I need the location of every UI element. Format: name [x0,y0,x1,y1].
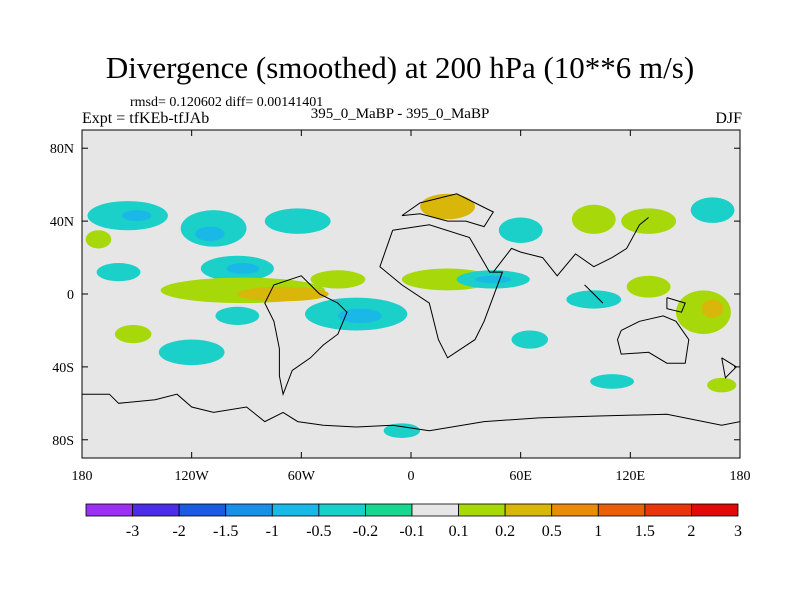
field-contour-region [195,226,225,242]
colorbar-swatch [458,503,506,517]
colorbar-label: 0.2 [495,523,515,540]
colorbar-label: 3 [734,523,742,540]
x-tick-label: 60E [509,469,532,484]
x-tick-label: 120E [616,469,646,484]
x-tick-label: 60W [288,469,316,484]
coastline [721,357,738,379]
field-contour-region [690,197,735,223]
colorbar-swatch [365,503,413,517]
field-contour-region [566,290,622,309]
field-contour-region [590,374,634,389]
field-contour-region [511,330,549,349]
field-contour-region [96,263,141,282]
coastline [666,297,686,313]
colorbar-label: 1.5 [635,523,655,540]
field-contour-region [264,208,331,234]
colorbar-label: -1.5 [213,523,238,540]
field-contour-region [701,299,724,318]
colorbar-swatch [132,503,180,517]
field-contour-region [383,423,421,438]
field-contour-region [626,275,671,298]
coastline [82,393,740,432]
field-contour-region [337,308,382,324]
colorbar-swatch [411,503,459,517]
divergence-field [85,193,737,438]
coastline [401,193,495,228]
field-contour-region [215,306,260,325]
field-contour-region [226,263,260,274]
colorbar-label: -0.5 [306,523,331,540]
y-tick-label: 0 [67,288,74,303]
stats-label: rmsd= 0.120602 diff= 0.00141401 [130,95,324,110]
axis-ticks: 180 120W 60W 0 60E 120E 180 80N 40N 0 40S 80S [50,130,751,484]
field-contour-region [420,193,475,220]
y-tick-label: 40N [50,215,74,230]
coastline [616,315,690,364]
colorbar-swatch [597,503,646,517]
coastline [584,284,604,304]
colorbar-label: -3 [126,523,139,540]
field-contour-region [85,230,112,249]
colorbar-swatch [225,503,273,517]
colorbar-swatch [85,503,133,517]
coastline [264,275,348,396]
colorbar-label: 0.1 [449,523,469,540]
colorbar-label: -2 [172,523,185,540]
colorbar-swatch [318,503,366,517]
season-label: DJF [715,110,742,127]
field-contour-region [621,208,677,234]
coastline [492,217,649,277]
colorbar: -3 -2 -1.5 -1 -0.5 -0.2 -0.1 0.1 0.2 0.5 1 1.5 2 3 [85,503,742,540]
colorbar-swatch [271,503,320,517]
colorbar-swatch [178,503,227,517]
field-contour-region [707,377,737,393]
y-tick-label: 80S [52,434,74,449]
experiment-label: Expt = tfKEb-tfJAb [82,110,210,127]
y-tick-label: 40S [52,361,74,376]
field-contour-region [114,324,152,344]
colorbar-swatch [691,503,739,517]
x-tick-label: 180 [72,469,93,484]
x-tick-label: 0 [408,469,415,484]
colorbar-label: -1 [266,523,279,540]
field-contour-region [498,217,543,243]
colorbar-label: 1 [594,523,602,540]
coastlines [82,193,740,432]
difference-label: 395_0_MaBP - 395_0_MaBP [310,106,490,122]
colorbar-swatch [551,503,599,517]
y-tick-label: 80N [50,142,74,157]
x-tick-label: 180 [730,469,751,484]
field-contour-region [310,270,366,289]
colorbar-label: 0.5 [542,523,562,540]
colorbar-swatch [644,503,692,517]
x-tick-label: 120W [175,469,210,484]
field-contour-region [237,286,329,302]
colorbar-label: 2 [687,523,695,540]
field-contour-region [474,275,512,284]
coastline [379,224,504,359]
field-contour-region [571,204,616,234]
colorbar-label: -0.2 [353,523,378,540]
field-contour-region [158,339,225,366]
field-contour-region [122,210,152,222]
colorbar-swatch [504,503,553,517]
chart-title: Divergence (smoothed) at 200 hPa (10**6 … [105,50,695,85]
colorbar-label: -0.1 [399,523,424,540]
